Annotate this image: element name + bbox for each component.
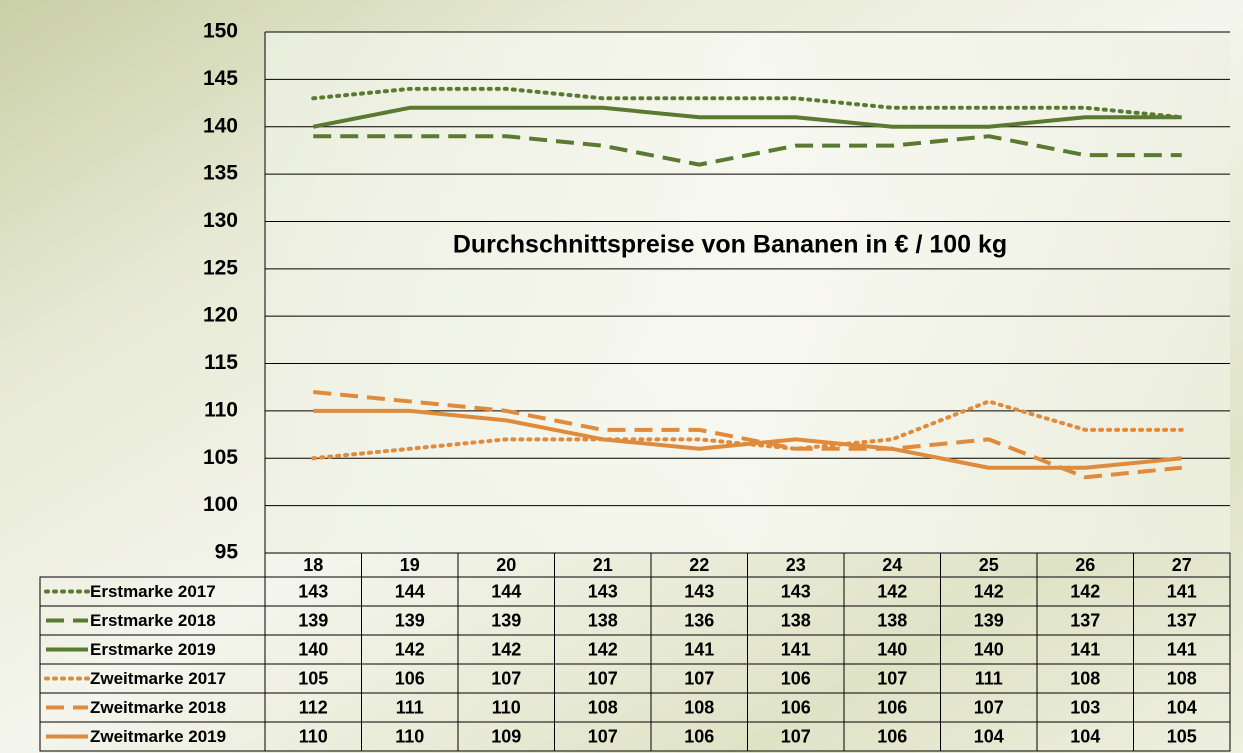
table-value: 138 [588,610,618,630]
plot-area [265,32,1230,553]
table-value: 140 [298,639,328,659]
table-value: 108 [1167,668,1197,688]
table-value: 137 [1070,610,1100,630]
x-tick-label: 27 [1172,555,1192,575]
table-value: 141 [684,639,714,659]
table-value: 108 [588,697,618,717]
table-value: 107 [877,668,907,688]
table-value: 110 [395,726,424,746]
table-value: 107 [491,668,521,688]
y-tick-label: 110 [204,398,238,421]
table-value: 142 [395,639,425,659]
table-value: 142 [1070,581,1100,601]
table-value: 104 [1070,726,1100,746]
table-value: 104 [974,726,1004,746]
x-tick-label: 24 [882,555,902,575]
y-tick-label: 145 [203,67,238,90]
table-value: 111 [975,668,1003,688]
table-value: 107 [588,668,618,688]
table-value: 107 [974,697,1004,717]
table-value: 143 [684,581,714,601]
table-value: 142 [588,639,618,659]
table-value: 103 [1070,697,1100,717]
table-value: 107 [588,726,618,746]
table-value: 104 [1167,697,1197,717]
table-value: 107 [781,726,811,746]
table-value: 142 [974,581,1004,601]
table-value: 106 [781,697,811,717]
table-value: 140 [974,639,1004,659]
table-value: 142 [491,639,521,659]
legend-label: Erstmarke 2019 [90,640,216,659]
table-value: 107 [684,668,714,688]
table-value: 138 [781,610,811,630]
table-value: 141 [1070,639,1100,659]
table-value: 138 [877,610,907,630]
chart: Durchschnittspreise von Bananen in € / 1… [0,0,1243,753]
y-tick-label: 130 [203,209,238,232]
table-value: 108 [1070,668,1100,688]
table-value: 143 [781,581,811,601]
y-tick-label: 120 [203,304,238,327]
table-value: 139 [491,610,521,630]
x-tick-label: 23 [786,555,806,575]
table-value: 139 [395,610,425,630]
legend-label: Zweitmarke 2018 [90,698,226,717]
y-tick-label: 100 [203,493,238,516]
table-value: 137 [1167,610,1197,630]
table-value: 143 [298,581,328,601]
table-value: 110 [492,697,521,717]
table-value: 143 [588,581,618,601]
table-value: 105 [298,668,328,688]
y-tick-label: 115 [204,351,238,374]
table-value: 144 [491,581,521,601]
y-tick-label: 95 [215,541,239,564]
table-value: 105 [1167,726,1197,746]
x-tick-label: 25 [979,555,999,575]
table-value: 142 [877,581,907,601]
y-tick-label: 125 [203,256,238,279]
table-value: 106 [781,668,811,688]
table-value: 109 [491,726,521,746]
x-tick-label: 22 [689,555,709,575]
y-tick-label: 140 [203,114,238,137]
table-value: 141 [1167,581,1197,601]
x-tick-label: 18 [303,555,323,575]
legend-label: Zweitmarke 2017 [90,669,226,688]
x-tick-label: 21 [593,555,613,575]
table-value: 144 [395,581,425,601]
x-tick-label: 26 [1075,555,1095,575]
legend-label: Erstmarke 2017 [90,582,216,601]
y-tick-label: 105 [203,446,238,469]
table-value: 112 [299,697,328,717]
table-value: 136 [684,610,714,630]
table-value: 110 [299,726,328,746]
legend-label: Zweitmarke 2019 [90,727,226,746]
table-value: 111 [396,697,424,717]
table-value: 139 [298,610,328,630]
table-value: 141 [781,639,811,659]
page: {"chart_data": {"type": "line", "title":… [0,0,1243,753]
legend-label: Erstmarke 2018 [90,611,216,630]
table-value: 108 [684,697,714,717]
table-value: 106 [395,668,425,688]
table-value: 106 [684,726,714,746]
x-tick-label: 19 [400,555,420,575]
table-value: 106 [877,697,907,717]
y-tick-label: 150 [203,20,238,43]
table-value: 106 [877,726,907,746]
table-value: 139 [974,610,1004,630]
table-value: 141 [1167,639,1197,659]
chart-title: Durchschnittspreise von Bananen in € / 1… [453,231,1007,259]
x-tick-label: 20 [496,555,516,575]
table-value: 140 [877,639,907,659]
y-tick-label: 135 [203,162,238,185]
